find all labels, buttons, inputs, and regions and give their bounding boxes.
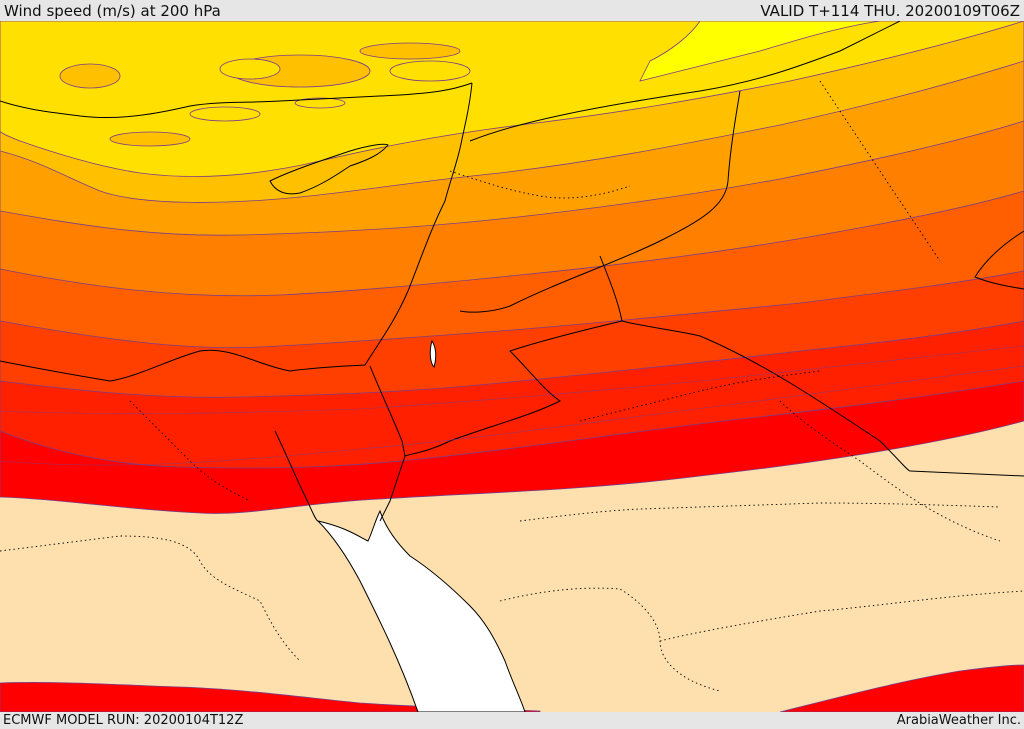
gulf-of-suez xyxy=(274,430,319,522)
valid-time-label: VALID T+114 THU. 20200109T06Z xyxy=(760,1,1020,20)
yellow-patch xyxy=(189,106,261,122)
map-title: Wind speed (m/s) at 200 hPa xyxy=(4,1,221,20)
egypt-coastline xyxy=(0,82,473,382)
amber-patch xyxy=(59,63,121,89)
turkey-coastline xyxy=(0,82,473,119)
red-sea xyxy=(316,509,526,712)
country-borders xyxy=(369,21,1024,477)
cyprus-island xyxy=(269,143,389,195)
band-red-south-east xyxy=(779,664,1024,712)
yellow-patch xyxy=(389,60,471,82)
amber-patch xyxy=(109,131,191,147)
credit-label: ArabiaWeather Inc. xyxy=(896,713,1021,728)
wind-speed-bands xyxy=(0,21,1024,514)
internal-borders xyxy=(0,80,1024,692)
gulf-of-aqaba xyxy=(379,455,406,522)
dead-sea xyxy=(429,339,437,368)
amber-patch xyxy=(359,42,461,60)
yellow-patch xyxy=(294,97,346,109)
model-run-label: ECMWF MODEL RUN: 20200104T12Z xyxy=(3,713,244,728)
persian-gulf-coast xyxy=(974,230,1024,290)
footer-bar: ECMWF MODEL RUN: 20200104T12Z ArabiaWeat… xyxy=(0,712,1024,729)
header-bar: Wind speed (m/s) at 200 hPa VALID T+114 … xyxy=(0,0,1024,21)
wind-speed-map xyxy=(0,21,1024,712)
band-yellow-light xyxy=(639,21,881,82)
yellow-patch xyxy=(219,58,281,80)
